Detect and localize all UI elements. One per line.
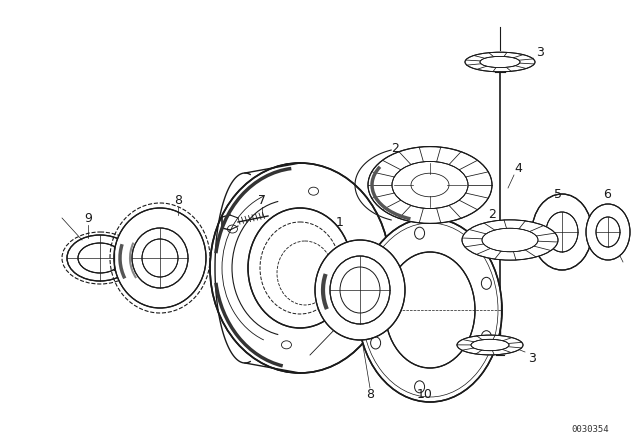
Text: 8: 8 <box>366 388 374 401</box>
Text: 6: 6 <box>603 189 611 202</box>
Ellipse shape <box>330 256 390 324</box>
Ellipse shape <box>392 161 468 209</box>
Ellipse shape <box>315 240 405 340</box>
Text: 2: 2 <box>488 208 496 221</box>
Text: 3: 3 <box>536 46 544 59</box>
Text: 3: 3 <box>528 352 536 365</box>
Text: 8: 8 <box>174 194 182 207</box>
Text: 2: 2 <box>391 142 399 155</box>
Ellipse shape <box>465 52 535 72</box>
Ellipse shape <box>78 243 122 273</box>
Ellipse shape <box>546 212 578 252</box>
Text: 4: 4 <box>514 161 522 175</box>
Text: 0030354: 0030354 <box>571 426 609 435</box>
Ellipse shape <box>462 220 558 260</box>
Ellipse shape <box>482 228 538 252</box>
Ellipse shape <box>114 208 206 308</box>
Ellipse shape <box>596 217 620 247</box>
Ellipse shape <box>358 218 502 402</box>
Ellipse shape <box>368 146 492 224</box>
Ellipse shape <box>586 204 630 260</box>
Ellipse shape <box>67 235 133 281</box>
Ellipse shape <box>471 339 509 351</box>
Ellipse shape <box>457 335 523 355</box>
Ellipse shape <box>480 56 520 68</box>
Ellipse shape <box>142 239 178 277</box>
Text: 7: 7 <box>258 194 266 207</box>
Text: 10: 10 <box>417 388 433 401</box>
Ellipse shape <box>248 208 352 328</box>
Text: 9: 9 <box>84 211 92 224</box>
Ellipse shape <box>132 228 188 288</box>
Text: 5: 5 <box>554 189 562 202</box>
Ellipse shape <box>210 163 390 373</box>
Text: 1: 1 <box>336 215 344 228</box>
Ellipse shape <box>532 194 592 270</box>
Ellipse shape <box>385 252 475 368</box>
